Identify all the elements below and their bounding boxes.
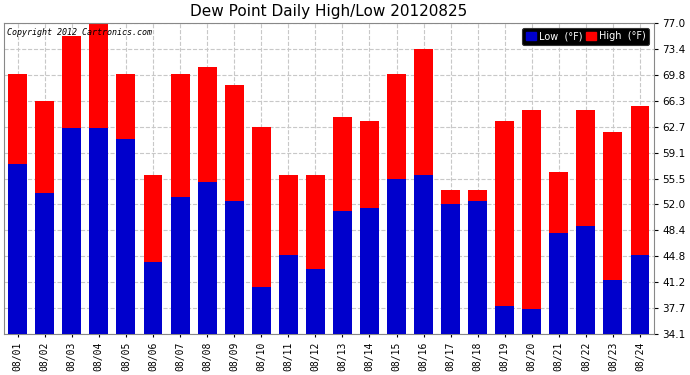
Bar	[387, 74, 406, 334]
Bar	[360, 121, 379, 334]
Bar	[522, 309, 541, 334]
Bar	[414, 175, 433, 334]
Bar	[170, 197, 190, 334]
Text: Copyright 2012 Cartronics.com: Copyright 2012 Cartronics.com	[8, 28, 152, 37]
Bar	[279, 175, 298, 334]
Bar	[117, 139, 135, 334]
Bar	[170, 74, 190, 334]
Bar	[252, 127, 270, 334]
Bar	[35, 100, 55, 334]
Bar	[360, 208, 379, 334]
Bar	[549, 172, 569, 334]
Bar	[117, 74, 135, 334]
Bar	[631, 255, 649, 334]
Bar	[35, 194, 55, 334]
Bar	[197, 183, 217, 334]
Bar	[469, 201, 487, 334]
Bar	[522, 110, 541, 334]
Bar	[62, 36, 81, 334]
Legend: Low  (°F), High  (°F): Low (°F), High (°F)	[522, 28, 649, 45]
Bar	[604, 132, 622, 334]
Bar	[495, 121, 514, 334]
Bar	[469, 190, 487, 334]
Bar	[225, 85, 244, 334]
Title: Dew Point Daily High/Low 20120825: Dew Point Daily High/Low 20120825	[190, 4, 468, 19]
Bar	[197, 67, 217, 334]
Bar	[144, 262, 162, 334]
Bar	[333, 211, 352, 334]
Bar	[604, 280, 622, 334]
Bar	[8, 74, 27, 334]
Bar	[8, 164, 27, 334]
Bar	[333, 117, 352, 334]
Bar	[441, 190, 460, 334]
Bar	[279, 255, 298, 334]
Bar	[252, 288, 270, 334]
Bar	[441, 204, 460, 334]
Bar	[576, 110, 595, 334]
Bar	[495, 306, 514, 334]
Bar	[576, 226, 595, 334]
Bar	[144, 175, 162, 334]
Bar	[62, 128, 81, 334]
Bar	[90, 128, 108, 334]
Bar	[306, 269, 325, 334]
Bar	[225, 201, 244, 334]
Bar	[631, 106, 649, 334]
Bar	[387, 179, 406, 334]
Bar	[306, 175, 325, 334]
Bar	[90, 23, 108, 334]
Bar	[549, 233, 569, 334]
Bar	[414, 49, 433, 334]
